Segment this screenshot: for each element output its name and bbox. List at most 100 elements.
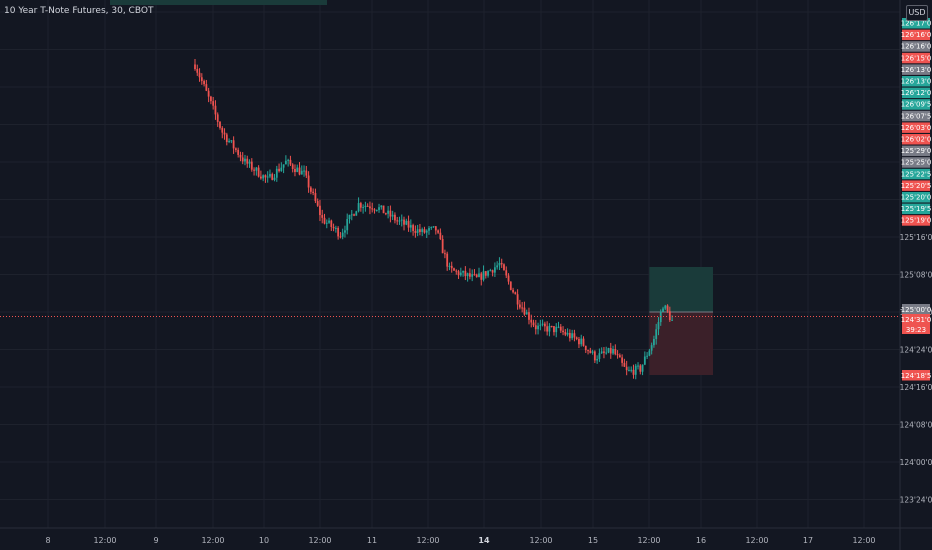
candle-body bbox=[444, 253, 446, 255]
candle-body bbox=[587, 350, 589, 352]
candle-body bbox=[234, 148, 237, 150]
candle-body bbox=[548, 325, 551, 332]
candle-body bbox=[298, 167, 301, 175]
price-badge-label: 126'16'0 bbox=[901, 31, 932, 39]
candle-body bbox=[573, 333, 576, 338]
candle-body bbox=[378, 207, 380, 210]
candle-body bbox=[244, 158, 246, 162]
price-badge bbox=[902, 18, 930, 29]
candle-body bbox=[555, 326, 558, 333]
candle-body bbox=[648, 350, 651, 356]
candle-body bbox=[266, 176, 269, 178]
price-badge bbox=[902, 87, 930, 99]
candle-body bbox=[364, 205, 367, 208]
candle-body bbox=[628, 369, 630, 371]
entry-price-badge bbox=[902, 304, 930, 315]
candle-body bbox=[439, 232, 442, 239]
candle-body bbox=[496, 265, 499, 268]
candle-body bbox=[262, 175, 265, 179]
candle-body bbox=[448, 265, 451, 267]
candle-body bbox=[339, 236, 342, 238]
time-tick-label: 11 bbox=[367, 536, 377, 545]
candle-body bbox=[300, 170, 303, 175]
candle-body bbox=[309, 187, 312, 192]
candle-body bbox=[582, 338, 585, 346]
candle-body bbox=[550, 325, 553, 327]
candle-body bbox=[559, 326, 562, 331]
candle-body bbox=[459, 272, 462, 276]
price-badge-label: 125'25'0 bbox=[901, 159, 932, 167]
candle-body bbox=[428, 228, 430, 231]
time-tick-label: 14 bbox=[478, 536, 490, 545]
stop-price-badge bbox=[902, 370, 930, 381]
last-price-badge-label: 124'31'0 bbox=[901, 316, 932, 324]
candle-body bbox=[566, 332, 569, 335]
candle-body bbox=[287, 159, 290, 161]
candle-body bbox=[419, 229, 421, 232]
candle-body bbox=[373, 209, 376, 211]
candle-body bbox=[232, 140, 235, 149]
currency-label[interactable]: USD bbox=[906, 5, 928, 21]
candle-body bbox=[296, 167, 299, 173]
candle-body bbox=[387, 210, 390, 214]
candle-body bbox=[580, 338, 583, 345]
candle-body bbox=[466, 273, 469, 277]
candle-body bbox=[668, 311, 671, 321]
candle-body bbox=[457, 271, 460, 276]
candle-body bbox=[312, 191, 315, 194]
price-tick-label: 124'08'0 bbox=[900, 421, 932, 430]
candle-body bbox=[612, 348, 614, 354]
candle-body bbox=[603, 351, 605, 353]
candle-body bbox=[584, 345, 587, 351]
candle-body bbox=[514, 292, 517, 295]
candle-body bbox=[210, 96, 212, 102]
price-badge-label: 126'17'0 bbox=[901, 20, 932, 28]
price-badge bbox=[902, 110, 930, 122]
price-badge-label: 125'20'5 bbox=[901, 182, 932, 190]
candle-body bbox=[257, 167, 260, 177]
candle-body bbox=[403, 219, 405, 225]
candle-body bbox=[509, 281, 512, 290]
time-tick-label: 12:00 bbox=[201, 536, 224, 545]
candle-body bbox=[464, 270, 467, 277]
candle-body bbox=[346, 219, 349, 231]
candle-body bbox=[605, 352, 608, 354]
candle-body bbox=[330, 220, 333, 227]
candle-body bbox=[498, 262, 501, 266]
price-badge bbox=[902, 64, 930, 75]
candle-body bbox=[275, 168, 278, 178]
candle-body bbox=[432, 226, 435, 228]
time-tick-label: 12:00 bbox=[745, 536, 768, 545]
candle-body bbox=[473, 274, 476, 276]
time-tick-label: 12:00 bbox=[637, 536, 660, 545]
candle-body bbox=[214, 105, 217, 115]
chart-title: 10 Year T-Note Futures, 30, CBOT bbox=[4, 6, 154, 16]
candle-body bbox=[532, 322, 535, 326]
price-badge-label: 125'19'0 bbox=[901, 217, 932, 225]
candle-body bbox=[264, 175, 267, 178]
price-badge-label: 125'22'5 bbox=[901, 170, 932, 178]
candle-body bbox=[650, 345, 653, 351]
candle-body bbox=[600, 351, 603, 354]
candle-body bbox=[280, 167, 283, 172]
price-tick-label: 124'24'0 bbox=[900, 346, 932, 355]
candle-body bbox=[571, 333, 574, 339]
candle-body bbox=[357, 203, 360, 212]
candle-body bbox=[625, 366, 628, 371]
price-tick-label: 125'16'0 bbox=[900, 233, 932, 242]
candle-body bbox=[230, 140, 233, 142]
price-badge-label: 126'13'0 bbox=[901, 66, 932, 74]
candle-body bbox=[664, 305, 667, 309]
candle-body bbox=[375, 209, 378, 211]
candle-body bbox=[416, 229, 419, 233]
price-badge-label: 125'29'0 bbox=[901, 147, 932, 155]
candle-body bbox=[616, 354, 619, 356]
candle-body bbox=[246, 158, 249, 164]
candle-body bbox=[482, 271, 485, 280]
candle-body bbox=[394, 214, 396, 221]
candle-body bbox=[503, 264, 505, 271]
candle-body bbox=[350, 214, 353, 216]
time-tick-label: 9 bbox=[153, 536, 158, 545]
price-badge-label: 126'07'5 bbox=[901, 112, 932, 120]
